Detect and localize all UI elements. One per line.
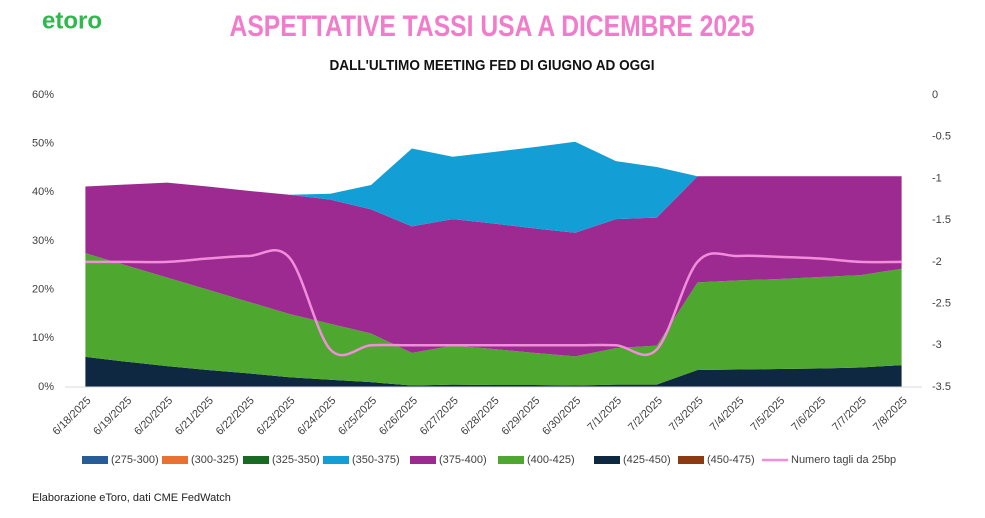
y2-tick-label: -3 (932, 339, 942, 351)
x-tick-label: 7/2/2025 (626, 395, 665, 434)
y2-tick-label: -2.5 (932, 297, 951, 309)
x-tick-label: 7/1/2025 (585, 395, 624, 434)
x-tick-label: 6/23/2025 (255, 395, 298, 438)
legend-label: (450-475) (707, 454, 755, 466)
legend-label: (275-300) (111, 454, 159, 466)
y-tick-label: 30% (32, 235, 54, 247)
x-tick-label: 6/26/2025 (377, 395, 420, 438)
legend-label: (375-400) (439, 454, 487, 466)
legend-label: (350-375) (352, 454, 400, 466)
x-tick-label: 6/24/2025 (295, 395, 338, 438)
line (85, 249, 902, 357)
x-tick-label: 6/25/2025 (336, 395, 379, 438)
y-tick-label: 50% (32, 138, 54, 150)
y2-tick-label: -0.5 (932, 131, 951, 143)
x-tick-label: 7/8/2025 (871, 395, 910, 434)
y2-tick-label: 0 (932, 89, 938, 101)
source-note: Elaborazione eToro, dati CME FedWatch (32, 492, 231, 504)
x-tick-label: 6/21/2025 (173, 395, 216, 438)
x-tick-label: 6/19/2025 (91, 395, 134, 438)
y-tick-label: 60% (32, 89, 54, 101)
y2-tick-label: -1 (932, 172, 942, 184)
chart-subtitle: DALL'ULTIMO MEETING FED DI GIUGNO AD OGG… (330, 57, 655, 74)
area (85, 356, 902, 387)
y2-tick-label: -2 (932, 256, 942, 268)
x-tick-label: 6/18/2025 (50, 395, 93, 438)
x-tick-label: 7/4/2025 (708, 395, 747, 434)
x-tick-label: 7/6/2025 (789, 395, 828, 434)
legend-swatch (594, 456, 620, 464)
legend-label: (400-425) (527, 454, 575, 466)
legend-swatch (678, 456, 704, 464)
y-tick-label: 10% (32, 332, 54, 344)
y2-tick-label: -1.5 (932, 214, 951, 226)
x-tick-label: 6/28/2025 (459, 395, 502, 438)
logo: etoro (42, 7, 102, 34)
x-tick-label: 7/3/2025 (667, 395, 706, 434)
legend-swatch (243, 456, 269, 464)
y-tick-label: 40% (32, 186, 54, 198)
legend-label: (425-450) (623, 454, 671, 466)
x-tick-label: 6/30/2025 (540, 395, 583, 438)
y2-tick-label: -3.5 (932, 381, 951, 393)
legend-swatch (162, 456, 188, 464)
x-tick-label: 7/7/2025 (830, 395, 869, 434)
y-tick-label: 20% (32, 284, 54, 296)
area (85, 141, 902, 233)
legend-swatch (498, 456, 524, 464)
chart-title: ASPETTATIVE TASSI USA A DICEMBRE 2025 (230, 10, 755, 43)
legend-label: (300-325) (191, 454, 239, 466)
y-tick-label: 0% (38, 381, 54, 393)
area (85, 253, 902, 386)
x-tick-label: 6/29/2025 (499, 395, 542, 438)
legend-swatch (82, 456, 108, 464)
legend-label: (325-350) (272, 454, 320, 466)
x-tick-label: 6/20/2025 (132, 395, 175, 438)
legend-swatch (410, 456, 436, 464)
area (85, 176, 902, 357)
x-tick-label: 6/22/2025 (214, 395, 257, 438)
x-tick-label: 6/27/2025 (418, 395, 461, 438)
legend-swatch (323, 456, 349, 464)
x-tick-label: 7/5/2025 (749, 395, 788, 434)
legend-label: Numero tagli da 25bp (791, 454, 896, 466)
